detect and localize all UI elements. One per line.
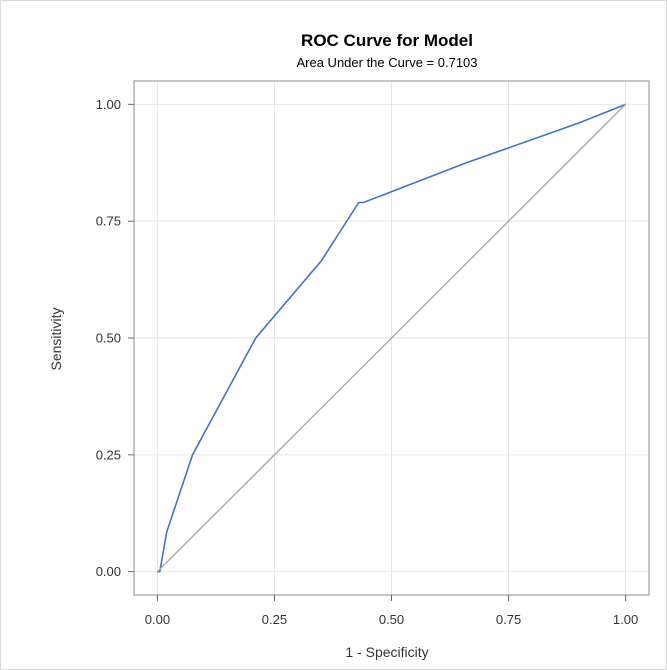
roc-curve-line <box>157 103 626 573</box>
y-tick-label-2: 0.50 <box>96 331 121 346</box>
chart-title: ROC Curve for Model <box>301 31 473 50</box>
reference-diagonal-line <box>156 103 627 573</box>
y-axis-label: Sensitivity <box>48 307 64 370</box>
y-tick-label-4: 1.00 <box>96 97 121 112</box>
y-tick-label-3: 0.75 <box>96 214 121 229</box>
x-tick-label-4: 1.00 <box>613 612 638 627</box>
x-tick-label-1: 0.25 <box>262 612 287 627</box>
tick-layer: 0.00 0.25 0.50 0.75 1.00 0.00 0.25 0.50 0.75 1.00 <box>96 97 639 627</box>
series-layer <box>156 103 627 573</box>
x-tick-label-2: 0.50 <box>379 612 404 627</box>
y-tick-label-0: 0.00 <box>96 564 121 579</box>
x-tick-label-3: 0.75 <box>496 612 521 627</box>
y-tick-label-1: 0.25 <box>96 447 121 462</box>
x-axis-label: 1 - Specificity <box>345 644 428 660</box>
chart-subtitle: Area Under the Curve = 0.7103 <box>296 55 477 70</box>
grid-lines <box>134 81 649 595</box>
x-tick-label-0: 0.00 <box>145 612 170 627</box>
